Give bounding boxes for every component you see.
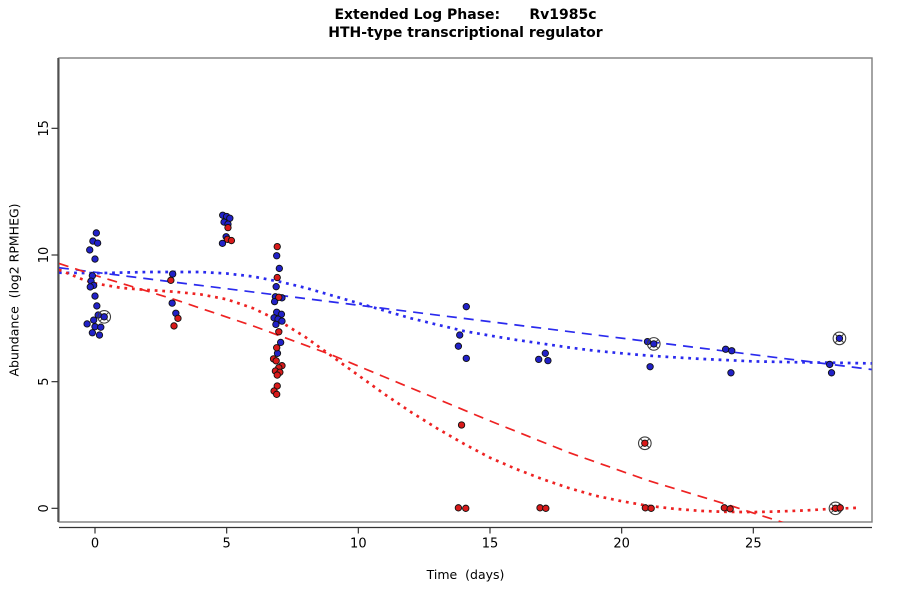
data-point-red xyxy=(275,293,283,301)
x-tick-label: 5 xyxy=(223,537,231,552)
data-point-red xyxy=(170,322,178,330)
data-point-blue xyxy=(541,349,549,357)
data-point-red xyxy=(457,421,466,429)
data-point-blue xyxy=(218,239,227,247)
red-linear-fit xyxy=(59,262,785,522)
data-point-blue xyxy=(169,270,177,278)
data-point-blue xyxy=(462,303,470,311)
data-point-red xyxy=(726,505,734,513)
data-point-blue xyxy=(91,292,99,300)
data-point-blue xyxy=(86,246,94,254)
data-point-blue xyxy=(454,342,463,350)
data-point-red xyxy=(273,273,281,282)
data-point-red xyxy=(647,504,655,512)
data-point-blue xyxy=(272,320,280,329)
data-point-blue xyxy=(544,356,552,365)
plot-frame xyxy=(58,57,873,523)
data-point-red xyxy=(224,223,232,232)
data-point-blue xyxy=(275,264,283,273)
data-point-red xyxy=(273,344,281,352)
data-point-blue xyxy=(91,255,99,263)
data-point-red xyxy=(275,328,283,336)
x-axis-label: Time (days) xyxy=(426,567,505,582)
red-loess-fit xyxy=(59,268,859,514)
blue-linear-fit xyxy=(59,266,872,371)
blue-loess-fit xyxy=(59,270,872,365)
data-point-blue xyxy=(728,347,736,355)
data-point-red xyxy=(641,439,649,447)
data-point-blue xyxy=(835,334,844,342)
data-point-blue xyxy=(646,363,654,371)
ring-marker xyxy=(832,331,847,346)
y-tick-label: 0 xyxy=(37,504,52,512)
data-point-red xyxy=(273,382,281,390)
data-point-blue xyxy=(90,316,98,324)
data-point-blue xyxy=(270,297,279,306)
data-point-red xyxy=(462,504,470,512)
data-point-blue xyxy=(650,340,658,348)
data-point-red xyxy=(227,236,236,245)
data-point-red xyxy=(272,357,280,365)
data-point-blue xyxy=(827,369,836,377)
data-point-blue xyxy=(88,329,97,337)
data-point-red xyxy=(273,371,281,379)
data-point-blue xyxy=(83,320,91,328)
data-point-blue xyxy=(278,317,286,325)
ring-marker xyxy=(97,309,112,324)
data-point-blue xyxy=(92,229,100,237)
data-point-red xyxy=(836,504,844,512)
data-point-red xyxy=(454,504,463,512)
data-point-blue xyxy=(86,283,94,291)
data-point-blue xyxy=(272,283,280,291)
x-tick-label: 25 xyxy=(745,537,762,552)
data-point-blue xyxy=(535,355,543,364)
x-tick-label: 0 xyxy=(91,537,99,552)
y-tick-label: 5 xyxy=(37,378,52,386)
data-point-blue xyxy=(276,338,285,347)
data-point-blue xyxy=(95,331,104,339)
data-point-blue xyxy=(100,313,108,321)
chart-title: Extended Log Phase: Rv1985c xyxy=(334,7,597,23)
data-point-red xyxy=(542,504,550,512)
data-point-red xyxy=(174,314,182,322)
data-point-blue xyxy=(168,299,176,307)
fit-curves xyxy=(59,262,872,522)
data-point-blue xyxy=(97,323,105,331)
ring-marker xyxy=(637,436,652,451)
x-tick-label: 10 xyxy=(350,537,367,552)
data-point-red xyxy=(720,504,729,512)
ring-marker xyxy=(646,337,661,351)
data-point-blue xyxy=(456,331,464,339)
data-point-blue xyxy=(722,345,730,353)
data-point-blue xyxy=(462,354,470,363)
x-tick-label: 15 xyxy=(482,537,499,552)
y-tick-label: 10 xyxy=(37,247,52,264)
data-point-blue xyxy=(826,360,834,369)
y-tick-label: 15 xyxy=(37,120,52,137)
data-point-red xyxy=(273,242,281,251)
data-point-blue xyxy=(93,302,101,310)
data-point-red xyxy=(167,276,175,284)
x-tick-label: 20 xyxy=(613,537,630,552)
chart-subtitle: HTH-type transcriptional regulator xyxy=(328,25,603,41)
data-point-blue xyxy=(93,239,102,247)
data-point-blue xyxy=(277,310,286,318)
data-point-blue xyxy=(273,252,281,260)
data-point-red xyxy=(273,390,281,398)
data-point-blue xyxy=(727,369,735,377)
